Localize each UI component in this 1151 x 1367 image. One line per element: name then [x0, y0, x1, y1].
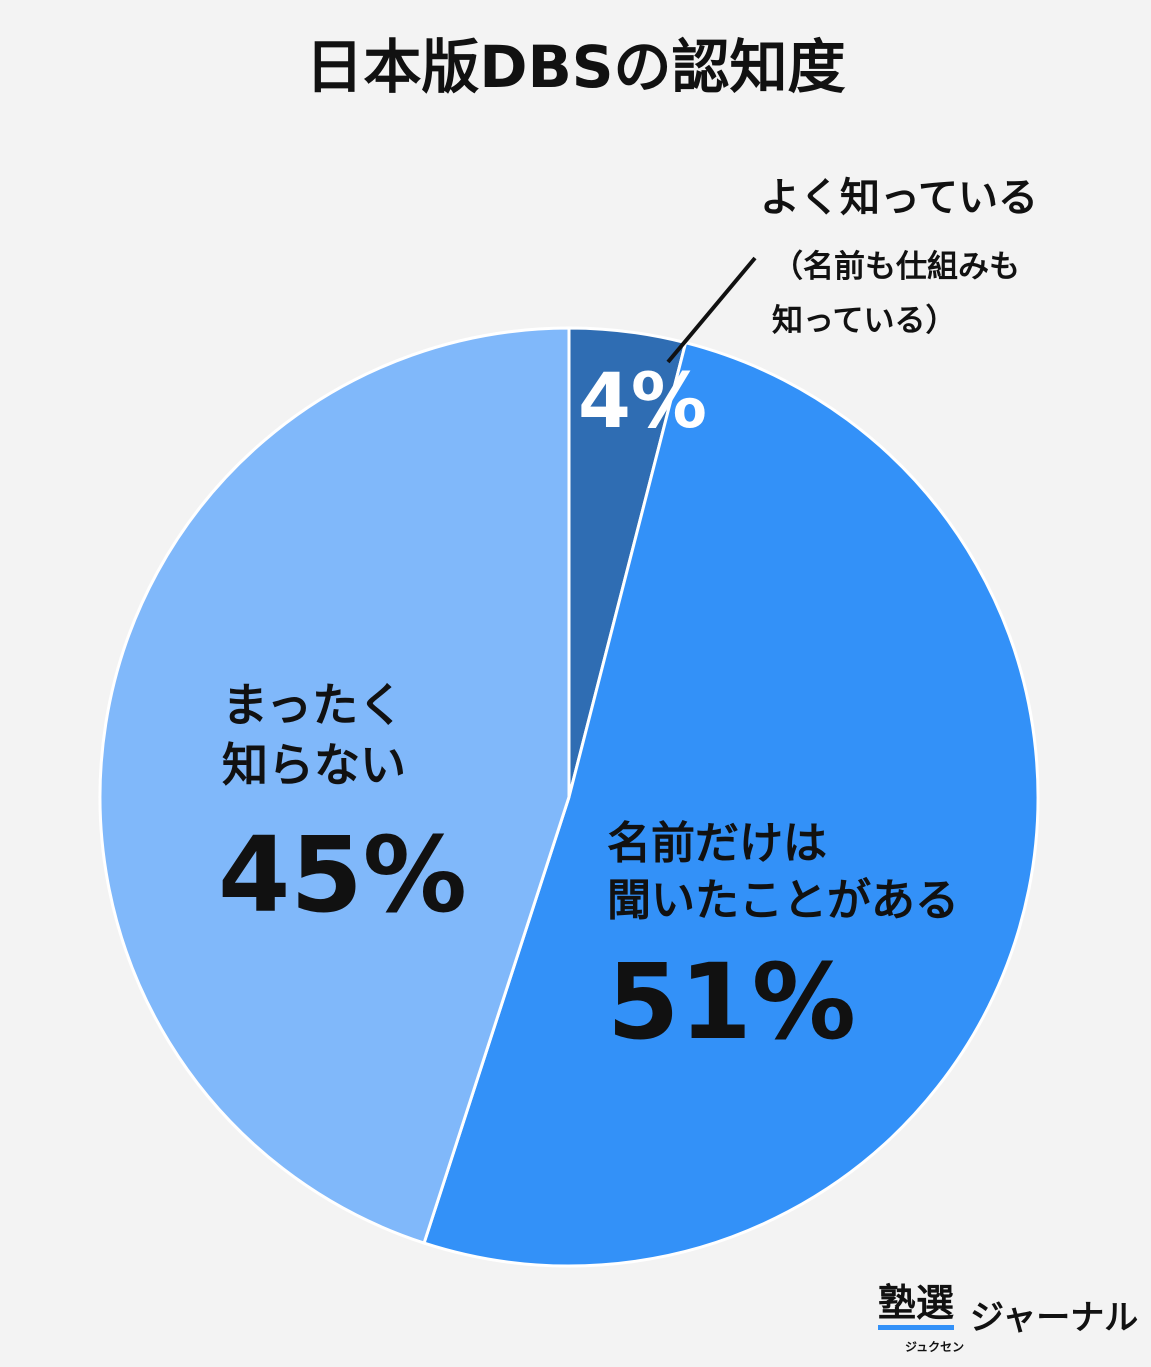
value-label: 45% — [218, 814, 467, 936]
logo: 塾選 — [878, 1282, 955, 1330]
pie-slice — [422, 340, 1040, 1268]
annotation-leader — [666, 256, 757, 364]
slice-label: 名前だけは 聞いたことがある — [607, 818, 959, 927]
value-label: 4% — [578, 356, 708, 445]
source: ジャーナル — [970, 1298, 1139, 1338]
slice-label: よく知っている — [760, 175, 1038, 221]
annotation: （名前も仕組みも 知っている） — [772, 249, 1020, 340]
value-label: 51% — [607, 941, 856, 1063]
pie-slice — [98, 326, 571, 1245]
slice-label: まったく 知らない — [222, 678, 406, 792]
chart-title: 日本版DBSの認知度 — [305, 33, 846, 101]
logo-sub: ジュクセン — [905, 1340, 965, 1354]
